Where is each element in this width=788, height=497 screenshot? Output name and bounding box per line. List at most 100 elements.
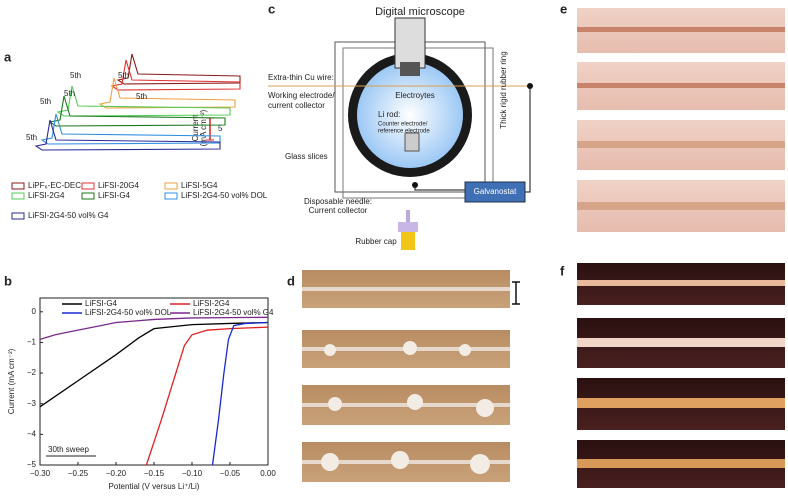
li-rod: [404, 132, 420, 152]
y-tick-label: 0: [32, 307, 37, 316]
legend-swatch: [164, 192, 178, 200]
wire: [577, 141, 785, 148]
cv-curve: [40, 113, 221, 145]
x-tick-label: −0.05: [220, 469, 241, 478]
panel-label: b: [4, 273, 12, 288]
rubber-cap: [401, 232, 415, 250]
y-tick-label: −1: [27, 338, 37, 347]
y-tick-label: −2: [27, 368, 37, 377]
legend-swatch: [11, 182, 25, 190]
panel-e: [577, 8, 785, 232]
cv-curve: [116, 53, 241, 85]
diagram-label: Thick rigid rubber ring: [499, 51, 508, 128]
legend-label: LiFSI-2G4: [193, 299, 230, 308]
axis-label: Current: [191, 114, 200, 141]
diagram-label: reference electrode: [378, 129, 430, 135]
diagram-label: Working electrode/: [268, 91, 335, 100]
microscope-lens: [400, 62, 420, 76]
y-axis-label: Current (mA cm⁻²): [7, 348, 16, 414]
series-line: [145, 326, 269, 466]
wire: [577, 338, 785, 347]
x-tick-label: −0.25: [68, 469, 89, 478]
deposit: [403, 341, 417, 355]
x-tick-label: −0.10: [182, 469, 203, 478]
panel-label: d: [287, 273, 295, 288]
diagram-label: Li rod:: [378, 110, 400, 119]
diagram-label: current collector: [268, 101, 325, 110]
cv-curve: [34, 119, 221, 151]
panel-d: [302, 270, 520, 482]
deposit: [459, 344, 471, 356]
legend-label: LiFSI-G4: [98, 191, 131, 200]
needle: [406, 210, 410, 232]
diagram-label: Digital microscope: [375, 6, 465, 18]
microscope: [394, 17, 426, 69]
x-axis-label: Potential (V versus Li⁺/Li): [109, 482, 200, 491]
panel-label: a: [4, 49, 12, 64]
cycle-label: 5th: [64, 89, 75, 98]
legend-label: LiFSI-2G4-50 vol% DOL: [181, 191, 268, 200]
y-tick-label: −3: [27, 399, 37, 408]
annotation: 30th sweep: [48, 445, 89, 454]
cycle-label: 5th: [40, 97, 51, 106]
deposit: [476, 399, 494, 417]
diagram-label: Counter electrode/: [378, 122, 428, 128]
legend-label: LiFSI-2G4-50 vol% G4: [193, 308, 274, 317]
cycle-label: 5th: [26, 133, 37, 142]
series-line: [211, 321, 269, 466]
legend-label: LiFSI-2G4-50 vol% DOL: [85, 308, 172, 317]
wire: [577, 280, 785, 286]
electrolyte: [357, 62, 463, 168]
galvanostat: [464, 181, 526, 203]
lead: [414, 185, 465, 191]
deposit: [470, 454, 490, 474]
wire: [577, 459, 785, 468]
cv-curve: [110, 59, 241, 91]
cycle-label: 5th: [118, 71, 129, 80]
panel-label: c: [268, 1, 275, 16]
panel-f: [577, 263, 785, 488]
cycle-label: 5th: [136, 92, 147, 101]
panel-label: f: [560, 263, 565, 278]
legend-label: LiFSI-5G4: [181, 181, 218, 190]
x-tick-label: −0.30: [30, 469, 51, 478]
series-line: [39, 316, 269, 340]
panel-label: e: [560, 1, 567, 16]
diagram-label: Extra-thin Cu wire:: [268, 73, 334, 82]
cycle-label: 5th: [70, 71, 81, 80]
legend-label: LiPF₆-EC-DEC: [28, 181, 81, 190]
diagram-label: Rubber cap: [355, 237, 397, 246]
y-tick-label: −4: [27, 429, 37, 438]
diagram-label: Current collector: [309, 206, 368, 215]
deposit: [391, 451, 409, 469]
legend-swatch: [164, 182, 178, 190]
scale-label: 5: [218, 124, 223, 133]
diagram-label: Glass slices: [285, 152, 328, 161]
wire: [577, 83, 785, 88]
x-tick-label: −0.15: [144, 469, 165, 478]
wire: [577, 202, 785, 210]
deposit: [324, 344, 336, 356]
cv-curve: [48, 95, 226, 127]
legend-swatch: [11, 212, 25, 220]
legend-swatch: [81, 192, 95, 200]
legend-label: LiFSI-20G4: [98, 181, 139, 190]
legend-label: LiFSI-2G4-50 vol% G4: [28, 211, 109, 220]
deposit: [321, 453, 339, 471]
lead: [510, 86, 531, 193]
wire: [302, 287, 510, 291]
deposit: [407, 394, 423, 410]
wire: [577, 27, 785, 32]
legend-swatch: [11, 192, 25, 200]
scale-bar: [512, 281, 520, 305]
wire: [577, 398, 785, 408]
diagram-label: Electroytes: [395, 91, 435, 100]
x-tick-label: 0.00: [260, 469, 276, 478]
x-tick-label: −0.20: [106, 469, 127, 478]
diagram-label: Disposable needle:: [304, 197, 372, 206]
legend-label: LiFSI-G4: [85, 299, 118, 308]
wire-end: [412, 182, 418, 188]
panel-c: Digital microscope Galvanostat Extra-thi…: [268, 6, 533, 250]
needle: [398, 222, 418, 232]
